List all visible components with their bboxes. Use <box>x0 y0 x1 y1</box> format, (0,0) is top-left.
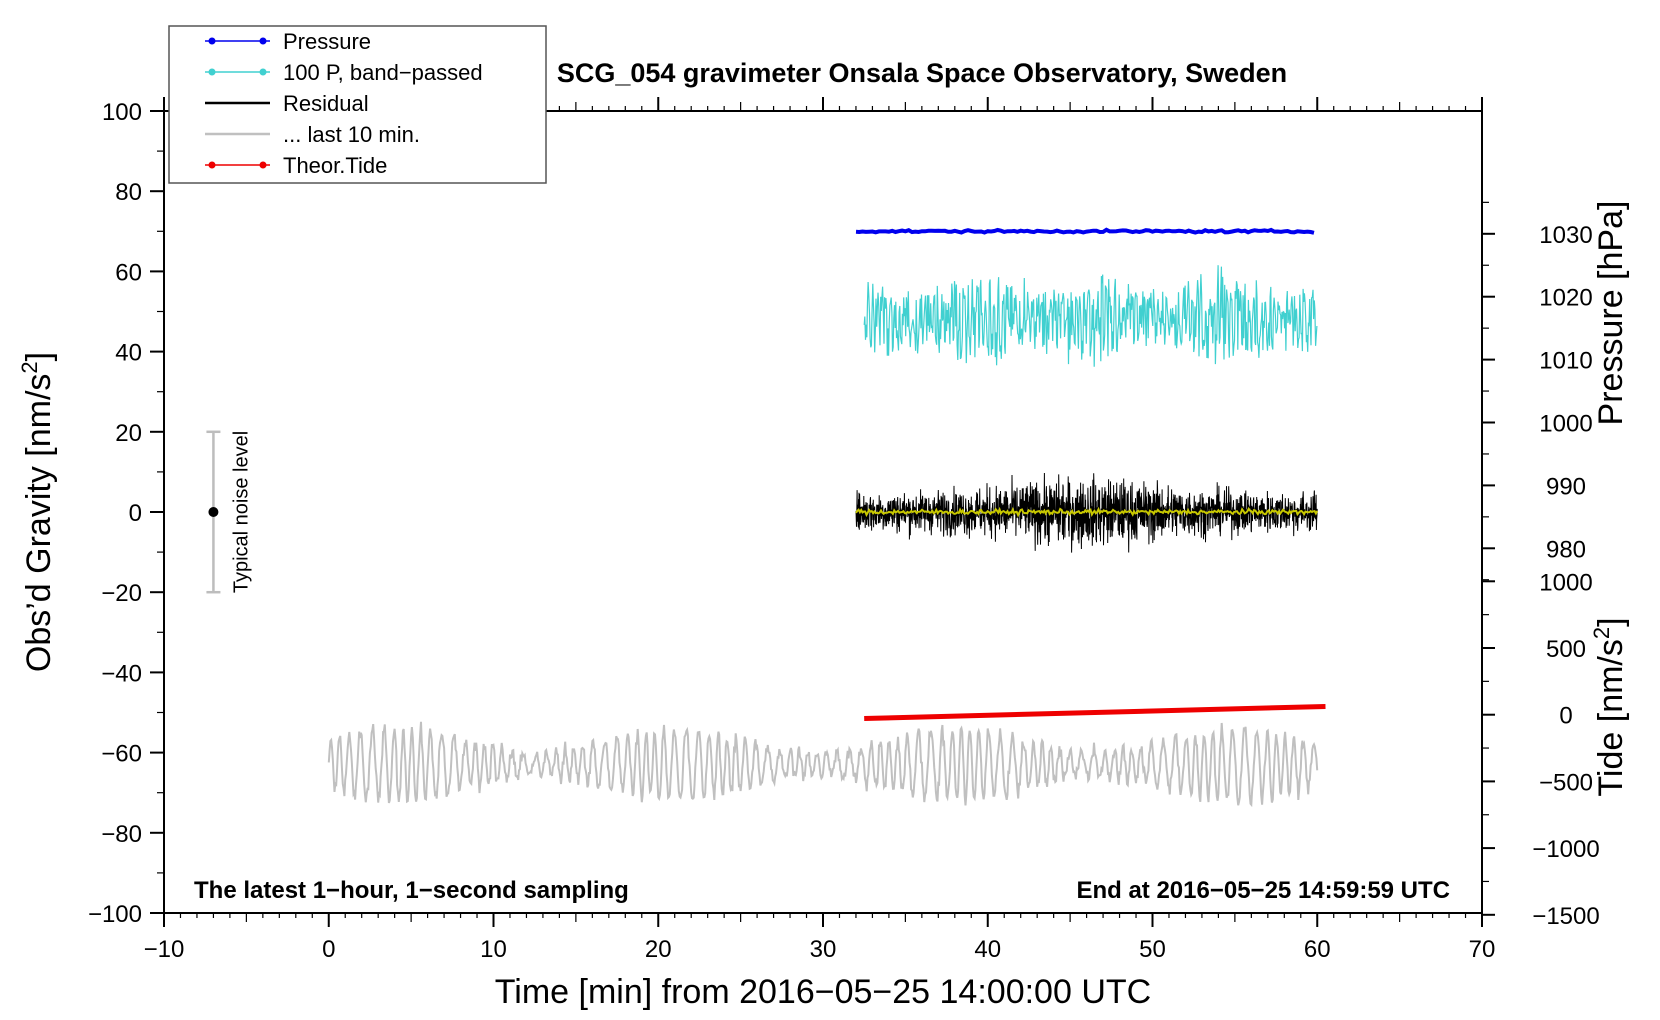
tide-axis-label-main: Tide [nm/s <box>1592 639 1630 796</box>
legend-marker <box>208 68 216 76</box>
chart-title: SCG_054 gravimeter Onsala Space Observat… <box>557 58 1287 88</box>
x-axis-label: Time [min] from 2016−05−25 14:00:00 UTC <box>495 973 1151 1011</box>
legend-marker <box>208 37 216 45</box>
pressure-tick-label: 1000 <box>1539 411 1592 438</box>
series-last-10-min <box>327 721 1319 808</box>
series-residual-smoothed <box>855 506 1319 518</box>
noise-level-label: Typical noise level <box>230 431 252 593</box>
legend: Pressure 100 P, band−passed Residual ... la… <box>168 25 547 184</box>
legend-label: Residual <box>283 91 369 116</box>
x-tick-label: 20 <box>645 936 672 963</box>
tide-tick-label: 0 <box>1559 703 1572 730</box>
legend-marker <box>259 37 267 45</box>
legend-box <box>168 25 547 184</box>
legend-marker <box>208 161 216 169</box>
pressure-axis-label: Pressure [hPa] <box>1592 201 1630 426</box>
legend-label: Theor.Tide <box>283 153 387 178</box>
y-tick-label: −60 <box>101 741 142 768</box>
tide-tick-label: 500 <box>1546 636 1586 663</box>
pressure-tick-label: 1020 <box>1539 285 1592 312</box>
tide-axis-label-sup: 2 <box>1589 627 1614 639</box>
y-tick-label: 0 <box>129 500 142 527</box>
legend-marker <box>259 161 267 169</box>
tide-axis-label-end: ] <box>1592 617 1630 626</box>
x-tick-label: 50 <box>1139 936 1166 963</box>
legend-items: Pressure 100 P, band−passed Residual ... la… <box>205 29 483 178</box>
pressure-tick-label: 1010 <box>1539 348 1592 375</box>
x-tick-label: 70 <box>1469 936 1496 963</box>
axis-tick-labels: −10 0 10 20 30 40 50 60 70−100−80−60−40−20020406… <box>88 99 1600 963</box>
legend-label: Pressure <box>283 29 371 54</box>
y-axis-label-sup: 2 <box>17 361 42 373</box>
noise-level-indicator: Typical noise level <box>206 430 252 594</box>
note-right: End at 2016−05−25 14:59:59 UTC <box>1076 877 1450 904</box>
x-tick-label: 0 <box>322 936 335 963</box>
x-tick-label: 30 <box>810 936 837 963</box>
noise-bar-dot <box>208 507 219 517</box>
series-layer <box>327 227 1326 808</box>
y-tick-label: −20 <box>101 580 142 607</box>
y-tick-label: 40 <box>115 340 142 367</box>
y-tick-label: −40 <box>101 660 142 687</box>
tide-axis-label: Tide [nm/s2] <box>1589 617 1630 796</box>
pressure-tick-label: 1030 <box>1539 222 1592 249</box>
y-axis-label-end: ] <box>20 352 58 361</box>
legend-marker <box>259 68 267 76</box>
y-tick-label: 60 <box>115 259 142 286</box>
tide-tick-label: −1000 <box>1532 836 1599 863</box>
tide-tick-label: −500 <box>1539 769 1593 796</box>
y-tick-label: −80 <box>101 821 142 848</box>
legend-label: ... last 10 min. <box>283 122 420 147</box>
y-tick-label: −100 <box>88 901 142 928</box>
tide-tick-label: −1500 <box>1532 903 1599 930</box>
series-pressure <box>855 227 1315 235</box>
pressure-tick-label: 980 <box>1546 536 1586 563</box>
pressure-tick-label: 990 <box>1546 473 1586 500</box>
y-axis-label-main: Obs’d Gravity [nm/s <box>20 374 58 673</box>
note-left: The latest 1−hour, 1−second sampling <box>194 877 629 904</box>
legend-label: 100 P, band−passed <box>283 60 483 85</box>
x-tick-label: 60 <box>1304 936 1331 963</box>
series-theor-tide <box>864 703 1326 722</box>
y-axis-label: Obs’d Gravity [nm/s2] <box>17 352 58 672</box>
x-tick-label: −10 <box>144 936 185 963</box>
tide-tick-label: 1000 <box>1539 569 1592 596</box>
y-tick-label: 80 <box>115 179 142 206</box>
x-tick-label: 40 <box>974 936 1001 963</box>
x-tick-label: 10 <box>480 936 507 963</box>
y-tick-label: 20 <box>115 420 142 447</box>
y-tick-label: 100 <box>102 99 142 126</box>
series-band-passed-pressure <box>863 265 1318 367</box>
